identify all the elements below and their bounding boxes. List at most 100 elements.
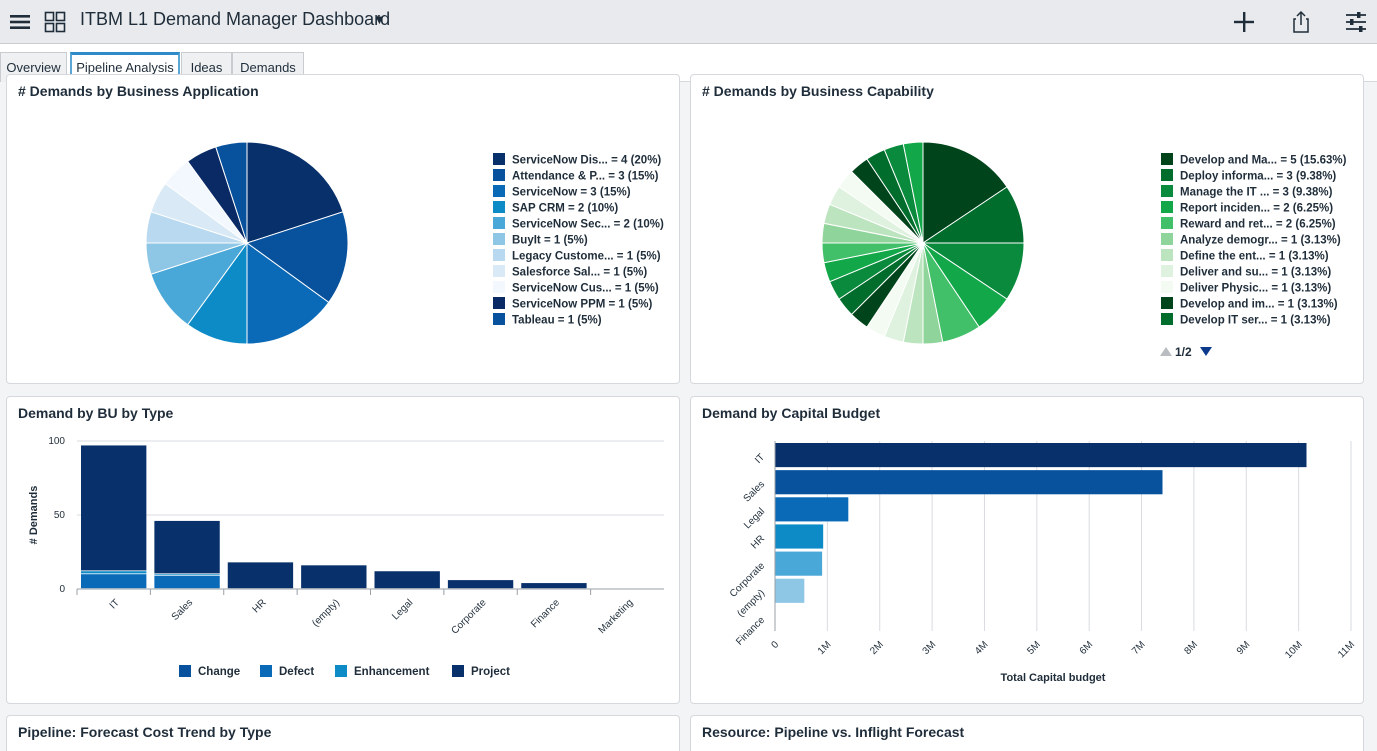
legend-swatch <box>1161 297 1173 309</box>
bar[interactable] <box>775 470 1163 495</box>
legend-label: ServiceNow Cus... = 1 (5%) <box>512 283 659 295</box>
legend-label: Develop IT ser... = 1 (3.13%) <box>1180 315 1331 327</box>
legend-label: BuyIt = 1 (5%) <box>512 235 588 247</box>
hamburger-icon[interactable] <box>6 8 34 36</box>
legend-swatch <box>1161 313 1173 325</box>
pie-slice[interactable] <box>246 242 330 345</box>
legend-label: Attendance & P... = 3 (15%) <box>512 171 659 183</box>
legend-swatch <box>493 313 505 325</box>
legend-swatch <box>452 665 464 677</box>
grid-icon[interactable] <box>41 8 69 36</box>
plus-icon[interactable] <box>1230 8 1258 36</box>
pager-label: 1/2 <box>1175 345 1192 359</box>
y-tick-label: Sales <box>742 479 767 504</box>
legend-label: Develop and Ma... = 5 (15.63%) <box>1180 155 1347 167</box>
legend-swatch <box>493 233 505 245</box>
panel-title: Resource: Pipeline vs. Inflight Forecast <box>702 724 965 740</box>
panel-demand-by-bu-by-type: Demand by BU by Type 0 50 100 # Demands IT Sa… <box>6 396 680 704</box>
legend-pager[interactable]: 1/2 <box>1158 343 1228 359</box>
pie-slice[interactable] <box>246 141 344 244</box>
legend-swatch <box>493 201 505 213</box>
legend-swatch <box>493 217 505 229</box>
legend-label: Project <box>471 666 510 678</box>
bar-segment[interactable] <box>374 571 440 589</box>
legend-label: Manage the IT ... = 3 (9.38%) <box>1180 187 1333 199</box>
panel-title: Demand by Capital Budget <box>702 405 881 421</box>
legend-label: Define the ent... = 1 (3.13%) <box>1180 251 1329 263</box>
bar[interactable] <box>775 443 1307 468</box>
pie-slice[interactable] <box>922 141 1008 244</box>
legend-swatch <box>493 169 505 181</box>
y-tick-label: 50 <box>54 510 66 521</box>
bar-segment[interactable] <box>227 562 294 589</box>
legend-label: Change <box>198 666 240 678</box>
x-tick-label: (empty) <box>310 597 342 629</box>
x-tick-label: Marketing <box>597 597 636 636</box>
legend-swatch <box>1161 249 1173 261</box>
y-tick-label: HR <box>749 533 767 551</box>
pie-legend: ServiceNow Dis... = 4 (20%) Attendance & … <box>493 153 664 327</box>
bar-segment[interactable] <box>301 565 367 589</box>
panel-pipeline-vs-inflight: Resource: Pipeline vs. Inflight Forecast <box>690 715 1364 751</box>
panel-demands-by-business-application: # Demands by Business Application Servic… <box>6 74 680 384</box>
pager-down-icon[interactable] <box>1200 347 1212 356</box>
legend-swatch <box>493 297 505 309</box>
panel-title: # Demands by Business Application <box>18 83 259 99</box>
legend-swatch <box>1161 265 1173 277</box>
pie-slice[interactable] <box>245 211 349 304</box>
pie-legend: Develop and Ma... = 5 (15.63%) Deploy inf… <box>1161 153 1347 341</box>
legend-swatch <box>335 665 347 677</box>
legend-swatch <box>493 265 505 277</box>
legend-label: ServiceNow Sec... = 2 (10%) <box>512 219 664 231</box>
y-tick-label: 0 <box>59 584 65 595</box>
panel-title: Pipeline: Forecast Cost Trend by Type <box>18 724 272 740</box>
bar[interactable] <box>775 551 823 576</box>
legend-swatch <box>1161 217 1173 229</box>
x-tick-label: 1M <box>816 639 834 657</box>
bar-segment[interactable] <box>447 580 514 589</box>
pie-slice[interactable] <box>215 141 248 244</box>
sliders-icon[interactable] <box>1342 8 1370 36</box>
bar[interactable] <box>775 497 849 522</box>
bar-segment[interactable] <box>81 571 147 574</box>
bar[interactable] <box>775 524 824 549</box>
x-tick-label: 5M <box>1025 639 1043 657</box>
panel-demands-by-business-capability: # Demands by Business Capability Develop… <box>690 74 1364 384</box>
title-dropdown-icon[interactable]: ▼ <box>373 12 386 27</box>
bar-segment[interactable] <box>154 520 220 574</box>
legend-label: SAP CRM = 2 (10%) <box>512 203 618 215</box>
legend-swatch <box>1161 281 1173 293</box>
bar-segment[interactable] <box>154 575 220 589</box>
x-tick-label: 7M <box>1130 639 1148 657</box>
x-tick-label: 9M <box>1235 639 1253 657</box>
legend-label: Analyze demogr... = 1 (3.13%) <box>1180 235 1341 247</box>
legend-label: Salesforce Sal... = 1 (5%) <box>512 267 647 279</box>
bar[interactable] <box>775 578 805 603</box>
bar-legend: Change Defect Enhancement Project <box>179 665 510 678</box>
bu-by-type-bar-chart: 0 50 100 # Demands IT Sales HR (empty) Legal Corp… <box>28 436 664 678</box>
x-tick-label: 10M <box>1283 639 1305 661</box>
pie-slice[interactable] <box>902 141 924 244</box>
legend-swatch <box>1161 169 1173 181</box>
x-tick-label: HR <box>251 597 269 615</box>
bar-segment[interactable] <box>521 583 587 589</box>
pager-up-icon[interactable] <box>1160 347 1172 356</box>
x-tick-label: IT <box>108 597 122 611</box>
legend-swatch <box>1161 329 1173 341</box>
x-tick-label: Legal <box>390 597 415 622</box>
share-icon[interactable] <box>1287 8 1315 36</box>
x-tick-label: 8M <box>1182 639 1200 657</box>
legend-swatch <box>493 249 505 261</box>
legend-label: Deliver Physic... = 1 (3.13%) <box>1180 283 1331 295</box>
legend-label: Reward and ret... = 2 (6.25%) <box>1180 219 1336 231</box>
legend-swatch <box>1161 201 1173 213</box>
bar-segment[interactable] <box>81 445 147 571</box>
panel-forecast-cost-trend: Pipeline: Forecast Cost Trend by Type <box>6 715 680 751</box>
bar-segment[interactable] <box>81 574 147 589</box>
legend-label: Legacy Custome... = 1 (5%) <box>512 251 661 263</box>
y-tick-label: IT <box>753 452 767 466</box>
legend-label: Deliver and su... = 1 (3.13%) <box>1180 267 1331 279</box>
legend-label: Deploy informa... = 3 (9.38%) <box>1180 171 1336 183</box>
legend-label: Tableau = 1 (5%) <box>512 315 602 327</box>
bar-segment[interactable] <box>154 574 220 575</box>
